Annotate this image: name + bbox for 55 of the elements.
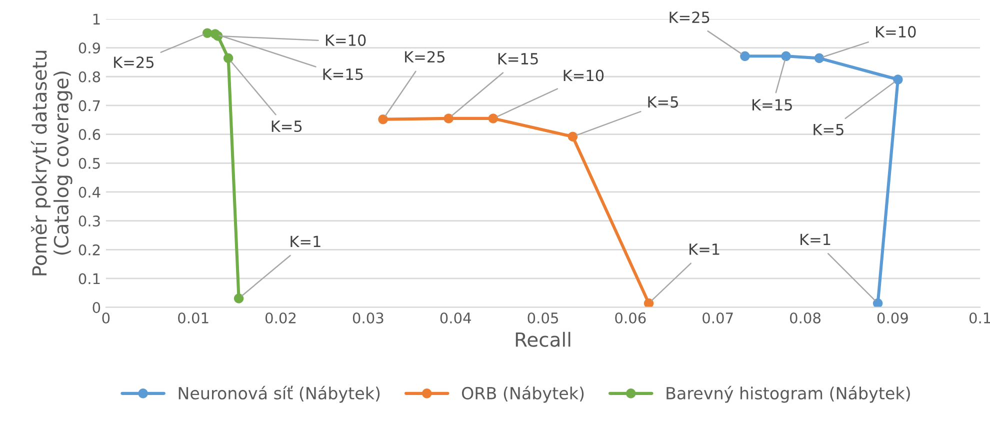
x-tick-label: 0.02	[265, 312, 296, 324]
x-tick-label: 0.1	[969, 312, 990, 324]
annotation: K=15	[498, 53, 538, 65]
point	[893, 74, 903, 84]
y-axis-title: Poměr pokrytí datasetu (Catalog coverage)	[30, 50, 72, 276]
annotation: K=5	[272, 120, 302, 132]
annotation: K=25	[405, 51, 445, 63]
point	[644, 298, 654, 308]
annotation: K=25	[670, 12, 710, 24]
y-tick-label: 0.1	[78, 273, 100, 284]
annotation: K=10	[876, 26, 916, 38]
annotation: K=15	[323, 68, 363, 80]
annotation: K=5	[814, 124, 844, 136]
x-tick-label: 0	[102, 312, 110, 324]
point	[223, 53, 234, 64]
y-tick-label: 0.7	[78, 100, 100, 112]
y-tick-label: 0.2	[78, 244, 100, 256]
y-tick-label: 0.6	[78, 129, 100, 140]
point	[740, 51, 750, 62]
legend-label: Neuronová síť (Nábytek)	[178, 386, 380, 403]
x-tick-label: 0.05	[528, 312, 558, 324]
point	[568, 132, 578, 142]
x-tick-label: 0.09	[877, 312, 908, 324]
y-tick-label: 1	[93, 14, 100, 24]
x-tick-label: 0.03	[352, 312, 384, 324]
point	[444, 114, 454, 124]
y-tick-label: 0.9	[78, 42, 100, 54]
annotation: K=25	[114, 56, 154, 68]
annotation: K=10	[564, 70, 604, 82]
legend-label: ORB (Nábytek)	[462, 386, 584, 403]
y-tick-label: 0.3	[78, 216, 100, 227]
point	[781, 51, 791, 62]
annotation: K=1	[800, 234, 830, 246]
x-tick-label: 0.06	[615, 312, 646, 324]
x-tick-label: 0.04	[440, 312, 472, 324]
annotation: K=1	[690, 244, 720, 255]
x-tick-label: 0.07	[702, 312, 733, 324]
point	[488, 114, 498, 124]
annotation: K=5	[648, 96, 678, 108]
point	[202, 28, 212, 38]
y-tick-label: 0.5	[78, 158, 100, 169]
point	[378, 114, 388, 124]
point	[872, 298, 883, 308]
annotation: K=15	[752, 99, 792, 111]
annotation: K=10	[326, 34, 366, 46]
point	[234, 294, 244, 304]
annotation: K=1	[290, 236, 320, 248]
x-tick-label: 0.01	[178, 312, 208, 324]
x-tick-label: 0.08	[790, 312, 821, 324]
y-tick-label: 0	[92, 302, 100, 314]
point	[814, 53, 824, 64]
y-tick-label: 0.8	[78, 71, 100, 82]
y-tick-label: 0.4	[78, 186, 100, 198]
x-axis-title: Recall	[516, 332, 570, 347]
legend-label: Barevný histogram (Nábytek)	[666, 386, 910, 403]
